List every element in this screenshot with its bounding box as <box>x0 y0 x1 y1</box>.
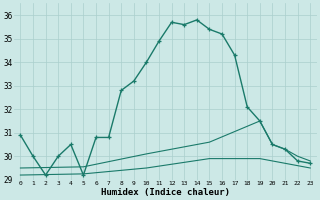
X-axis label: Humidex (Indice chaleur): Humidex (Indice chaleur) <box>101 188 230 197</box>
